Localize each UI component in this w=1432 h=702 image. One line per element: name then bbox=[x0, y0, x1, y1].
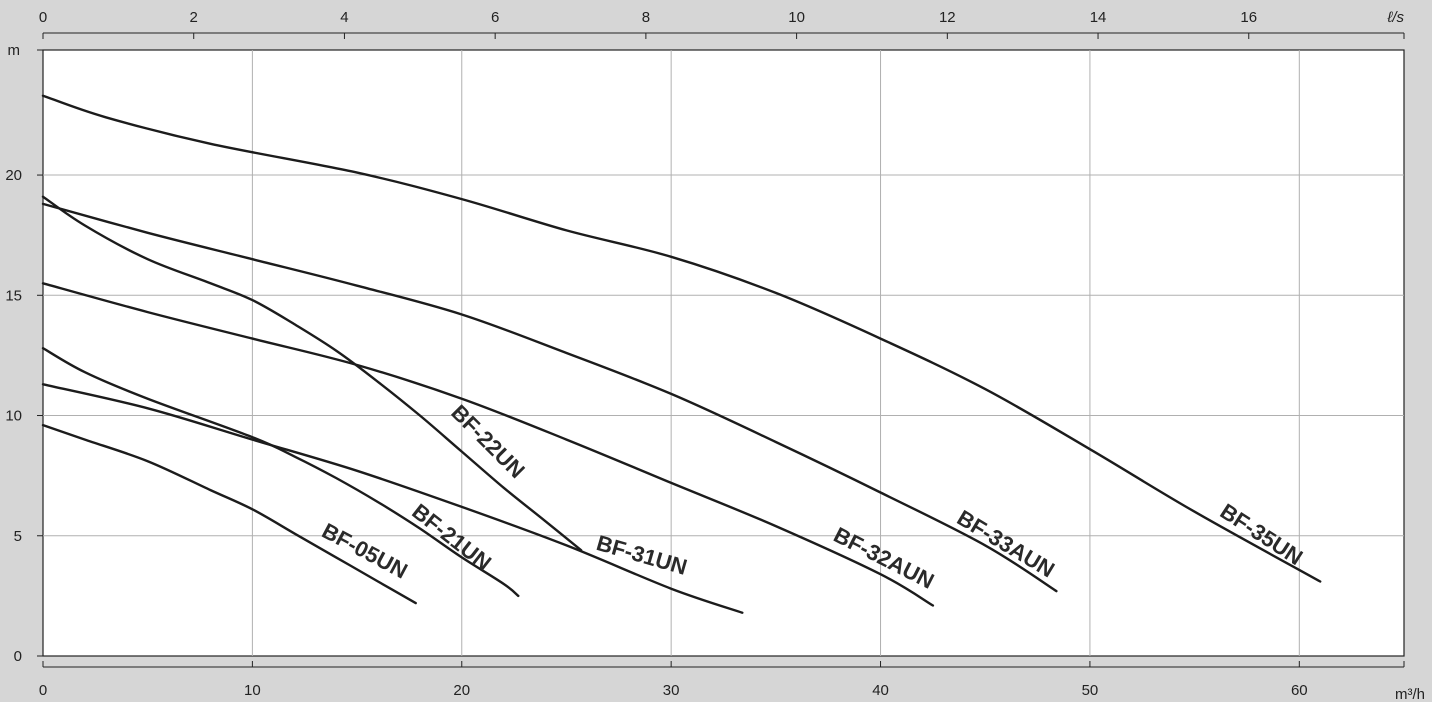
series-line-bf-21un bbox=[41, 347, 520, 598]
x2-tick-label: 8 bbox=[642, 9, 650, 26]
y-tick-label: 20 bbox=[5, 167, 22, 184]
x2-tick-label: 0 bbox=[39, 9, 47, 26]
y-tick-label: 0 bbox=[14, 648, 22, 665]
x2-tick-label: 6 bbox=[491, 9, 499, 26]
series-line-bf-32aun bbox=[41, 282, 935, 607]
x2-axis-unit: ℓ/s bbox=[1386, 9, 1404, 26]
y-tick-label: 15 bbox=[5, 287, 22, 304]
x-tick-label: 40 bbox=[872, 682, 889, 699]
series-line-bf-22un bbox=[41, 195, 583, 552]
x-tick-label: 0 bbox=[39, 682, 47, 699]
x2-tick-label: 12 bbox=[939, 9, 956, 26]
x2-tick-label: 2 bbox=[190, 9, 198, 26]
x2-tick-label: 4 bbox=[340, 9, 348, 26]
x-tick-label: 10 bbox=[244, 682, 261, 699]
x-axis-unit: m³/h bbox=[1395, 686, 1425, 702]
series-line-bf-33aun bbox=[41, 202, 1058, 593]
x-tick-label: 50 bbox=[1082, 682, 1099, 699]
x-tick-label: 30 bbox=[663, 682, 680, 699]
series-line-bf-05un bbox=[41, 423, 417, 605]
x2-tick-label: 16 bbox=[1240, 9, 1257, 26]
x-tick-label: 60 bbox=[1291, 682, 1308, 699]
series-line-bf-31un bbox=[41, 383, 744, 614]
y-tick-label: 10 bbox=[5, 408, 22, 425]
x-tick-label: 20 bbox=[453, 682, 470, 699]
series-line-bf-35un bbox=[41, 94, 1322, 583]
x2-tick-label: 10 bbox=[788, 9, 805, 26]
x2-tick-label: 14 bbox=[1090, 9, 1107, 26]
plot-area bbox=[42, 49, 1405, 657]
y-tick-label: 5 bbox=[14, 528, 22, 545]
y-axis-unit: m bbox=[8, 42, 21, 59]
